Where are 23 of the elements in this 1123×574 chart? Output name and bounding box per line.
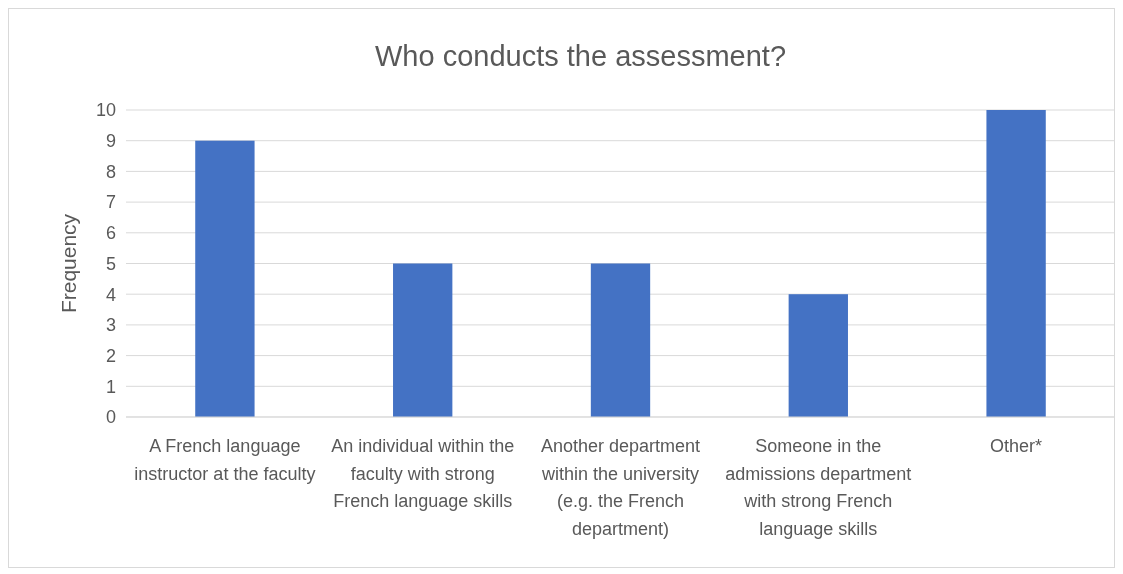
y-tick-label: 9	[105, 131, 116, 151]
bar	[393, 263, 453, 417]
bar	[986, 110, 1046, 417]
bar	[788, 294, 848, 417]
bar	[590, 263, 651, 417]
chart-title: Who conducts the assessment?	[374, 40, 787, 72]
y-tick-label: 0	[105, 407, 116, 428]
y-tick-label: 5	[105, 253, 116, 274]
y-tick-label: 2	[105, 345, 116, 366]
y-tick-label: 3	[105, 315, 116, 336]
y-tick-label: 8	[105, 161, 116, 182]
x-tick-label: Another department within the university (e.g. the French department)	[540, 436, 701, 539]
y-tick-label: 4	[105, 284, 116, 305]
y-tick-label: 6	[105, 223, 116, 244]
y-tick-label: 10	[95, 100, 116, 121]
bar	[195, 140, 255, 417]
y-axis-title: Frequency	[57, 213, 80, 314]
x-tick-label: Other*	[990, 436, 1043, 456]
y-tick-label: 1	[105, 376, 116, 397]
y-tick-label: 7	[105, 192, 116, 213]
x-tick-label: An individual within the faculty with strong French language skills	[331, 436, 515, 511]
x-tick-label: Someone in the admissions department with strong French language skills	[725, 436, 912, 539]
x-tick-label: A French language instructor at the faculty	[134, 436, 316, 484]
